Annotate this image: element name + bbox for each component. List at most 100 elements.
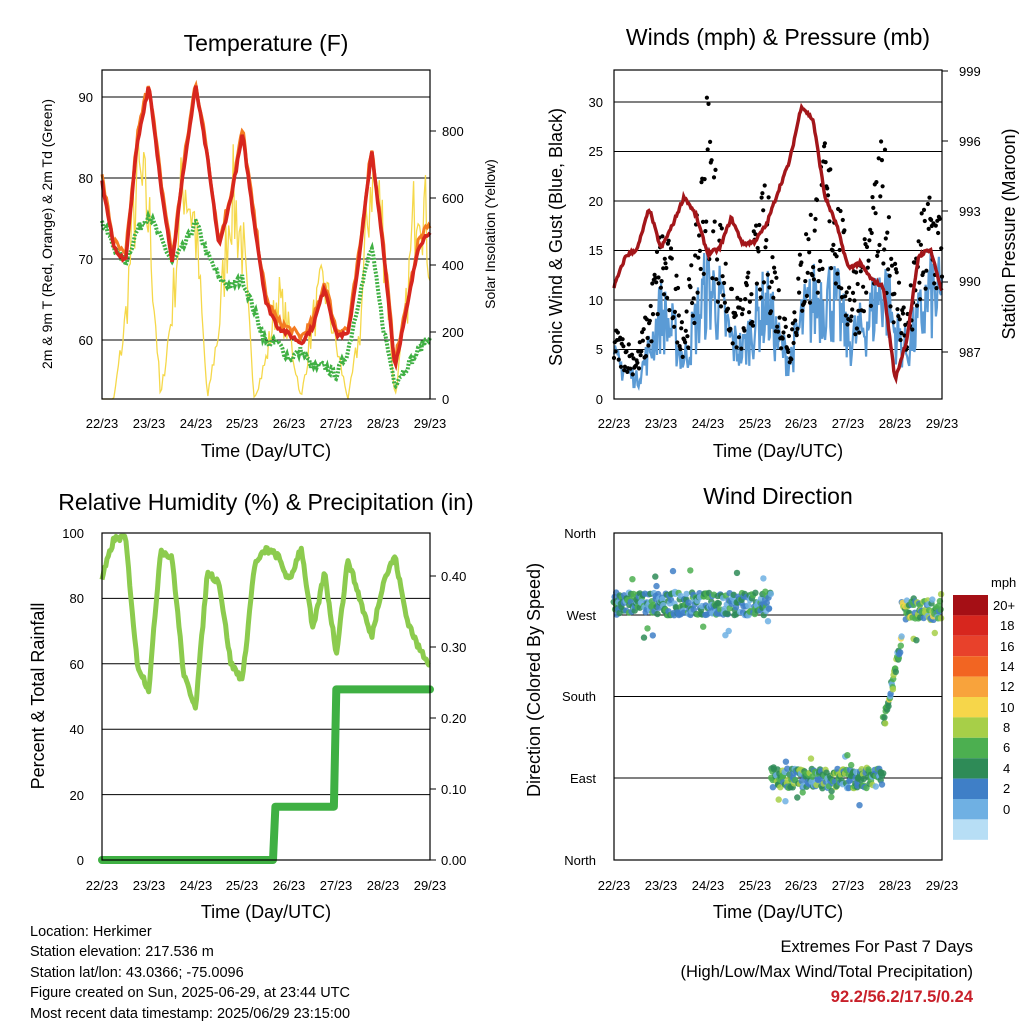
speed-legend-swatch bbox=[953, 656, 988, 677]
gust-point bbox=[883, 236, 888, 241]
gust-point bbox=[914, 303, 920, 308]
gust-point bbox=[704, 95, 710, 100]
gust-point bbox=[744, 283, 749, 288]
gust-point bbox=[699, 180, 704, 185]
gust-point bbox=[786, 349, 791, 355]
gust-point bbox=[647, 318, 653, 323]
gust-point bbox=[875, 253, 880, 258]
speed-legend-label: 20+ bbox=[993, 598, 1015, 613]
gust-point bbox=[850, 307, 855, 312]
gust-point bbox=[757, 222, 762, 228]
gust-point bbox=[868, 303, 874, 308]
direction-point bbox=[649, 632, 656, 639]
gust-point bbox=[655, 312, 660, 317]
gust-point bbox=[881, 261, 886, 266]
direction-point bbox=[644, 625, 651, 632]
direction-point bbox=[880, 770, 887, 777]
gust-point bbox=[679, 326, 684, 331]
gust-point bbox=[918, 297, 923, 302]
gust-point bbox=[645, 335, 650, 341]
gust-point bbox=[867, 238, 872, 243]
gust-point bbox=[628, 366, 633, 371]
gust-point bbox=[664, 265, 669, 271]
temperature-plot-area bbox=[100, 79, 432, 400]
x-tick: 26/23 bbox=[273, 878, 306, 893]
gust-point bbox=[783, 324, 788, 329]
gust-point bbox=[781, 330, 786, 335]
gust-point bbox=[894, 270, 899, 275]
gust-point bbox=[803, 279, 808, 284]
gust-point bbox=[705, 147, 710, 152]
gust-point bbox=[740, 307, 746, 312]
gust-point bbox=[654, 280, 659, 285]
gust-point bbox=[712, 219, 717, 224]
gust-point bbox=[743, 297, 748, 302]
gust-point bbox=[618, 364, 624, 369]
gust-point bbox=[722, 280, 727, 286]
gust-point bbox=[646, 343, 651, 348]
gust-point bbox=[804, 232, 809, 237]
gust-point bbox=[858, 269, 863, 274]
x-tick: 29/23 bbox=[926, 416, 959, 431]
gust-point bbox=[674, 273, 679, 278]
x-tick: 23/23 bbox=[133, 416, 166, 431]
gust-point bbox=[818, 259, 823, 264]
gust-point bbox=[714, 277, 719, 282]
gust-point bbox=[704, 219, 709, 224]
gust-point bbox=[827, 219, 832, 224]
direction-title: Wind Direction bbox=[703, 483, 853, 509]
gust-point bbox=[790, 327, 795, 332]
gust-point bbox=[775, 324, 780, 329]
gust-point bbox=[737, 305, 742, 310]
gust-point bbox=[932, 281, 937, 286]
gust-point bbox=[730, 341, 735, 346]
gust-point bbox=[874, 180, 879, 185]
gust-point bbox=[768, 309, 774, 314]
gust-point bbox=[780, 336, 785, 341]
speed-legend-swatch bbox=[953, 778, 988, 799]
gust-point bbox=[776, 288, 781, 293]
gust-point bbox=[654, 249, 660, 254]
gust-point bbox=[886, 267, 891, 272]
gust-point bbox=[852, 298, 857, 303]
direction-point bbox=[683, 590, 690, 598]
pressure-right-label: Station Pressure (Maroon) bbox=[999, 128, 1019, 339]
gust-point bbox=[796, 276, 801, 281]
gust-point bbox=[871, 205, 876, 210]
gust-point bbox=[900, 311, 906, 316]
temp-2m-line bbox=[100, 85, 432, 372]
speed-legend-labels: 20+ 18 16 14 12 10 8 6 4 2 0 bbox=[993, 598, 1015, 817]
speed-legend-swatch bbox=[953, 697, 988, 718]
gust-point bbox=[711, 175, 717, 180]
gust-point bbox=[786, 333, 792, 339]
gust-point bbox=[766, 195, 771, 200]
gust-point bbox=[807, 250, 812, 255]
gust-point bbox=[837, 247, 842, 253]
gust-point bbox=[889, 263, 895, 268]
x-tick: 26/23 bbox=[785, 416, 818, 431]
humidity-plot-area bbox=[98, 533, 434, 864]
winds-frame bbox=[613, 69, 943, 400]
gust-point bbox=[625, 369, 630, 374]
gust-point bbox=[666, 238, 671, 243]
solar-insolation-line bbox=[102, 126, 431, 400]
direction-point bbox=[765, 605, 773, 612]
x-tick: 24/23 bbox=[692, 416, 725, 431]
gust-point bbox=[739, 346, 744, 351]
gust-point bbox=[639, 349, 644, 354]
direction-point bbox=[882, 720, 889, 727]
gust-point bbox=[683, 340, 688, 345]
x-tick: 22/23 bbox=[86, 416, 119, 431]
gust-point bbox=[703, 229, 708, 234]
x-tick: 29/23 bbox=[926, 878, 959, 893]
gust-point bbox=[760, 191, 765, 196]
direction-point bbox=[848, 761, 855, 769]
gust-point bbox=[772, 270, 778, 275]
gust-point bbox=[713, 167, 718, 172]
gust-point bbox=[734, 345, 739, 350]
direction-point bbox=[929, 596, 936, 603]
gust-point bbox=[893, 261, 898, 266]
gust-point bbox=[865, 265, 870, 270]
gust-point bbox=[771, 295, 776, 300]
